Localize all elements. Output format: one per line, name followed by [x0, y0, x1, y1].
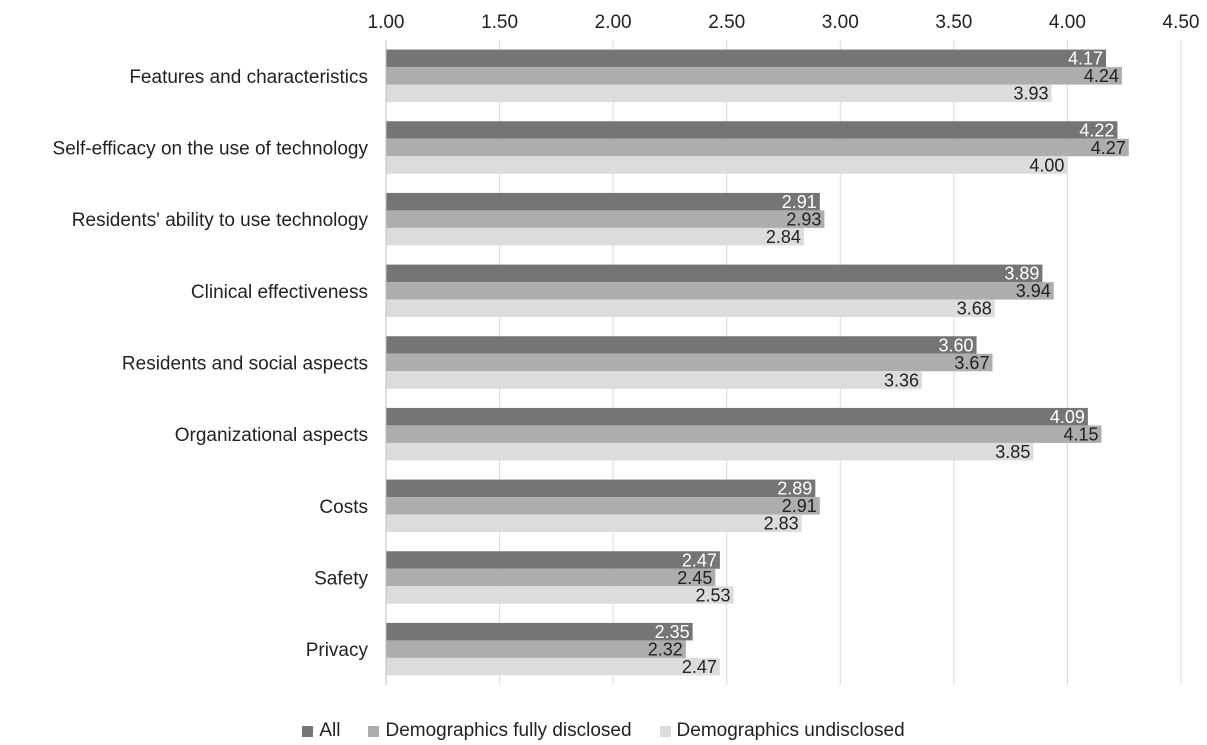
- x-tick-label: 2.00: [595, 12, 632, 33]
- data-label: 3.93: [1013, 84, 1048, 104]
- legend-item-fully-disclosed: Demographics fully disclosed: [368, 720, 632, 742]
- bar: [386, 622, 693, 641]
- legend: All Demographics fully disclosed Demogra…: [0, 720, 1207, 742]
- data-label: 3.67: [954, 353, 989, 373]
- data-label: 3.36: [884, 370, 919, 390]
- legend-label-undisclosed: Demographics undisclosed: [676, 720, 905, 741]
- category-labels: Features and characteristics Self-efficac…: [53, 67, 369, 661]
- bar: [386, 156, 1068, 174]
- category-label: Features and characteristics: [129, 67, 368, 88]
- bar: [386, 551, 720, 569]
- bar: [386, 138, 1129, 157]
- category-label: Self-efficacy on the use of technology: [53, 139, 369, 160]
- data-label: 4.09: [1050, 407, 1085, 427]
- category-label: Safety: [314, 569, 368, 590]
- bar: [386, 121, 1118, 139]
- data-label: 2.47: [682, 550, 717, 570]
- data-label: 4.27: [1091, 138, 1126, 158]
- data-label: 4.24: [1084, 66, 1119, 86]
- data-label: 3.89: [1004, 264, 1039, 284]
- data-label: 2.45: [677, 568, 712, 588]
- bar: [386, 640, 686, 658]
- data-label: 3.94: [1016, 281, 1051, 301]
- bar: [386, 282, 1054, 300]
- bar: [386, 49, 1107, 68]
- data-label: 2.35: [655, 622, 690, 642]
- data-label: 2.89: [777, 479, 812, 499]
- data-label: 2.32: [648, 639, 683, 659]
- category-label: Privacy: [306, 640, 369, 661]
- bar-chart: 1.00 1.50 2.00 2.50 3.00 3.50 4.00 4.50 4.174.2…: [53, 12, 1200, 685]
- legend-item-all: All: [302, 720, 340, 742]
- category-label: Organizational aspects: [175, 425, 368, 446]
- bar: [386, 586, 734, 604]
- bar: [386, 371, 923, 389]
- bar: [386, 192, 820, 211]
- legend-swatch-fully-disclosed: [368, 725, 380, 737]
- category-label: Residents' ability to use technology: [72, 210, 369, 231]
- legend-label-all: All: [319, 720, 341, 741]
- x-axis-ticks: 1.00 1.50 2.00 2.50 3.00 3.50 4.00 4.50: [368, 12, 1200, 33]
- data-label: 3.85: [995, 442, 1030, 462]
- bar: [386, 299, 995, 318]
- data-label: 2.47: [682, 657, 717, 677]
- bar: [386, 353, 993, 372]
- bar: [386, 568, 716, 587]
- bar: [386, 67, 1122, 85]
- bar: [386, 227, 804, 246]
- data-label: 2.83: [764, 514, 799, 534]
- bar: [386, 497, 820, 515]
- x-tick-label: 3.50: [935, 12, 972, 33]
- data-label: 4.17: [1068, 49, 1103, 69]
- category-label: Clinical effectiveness: [191, 282, 368, 303]
- bar: [386, 210, 825, 228]
- data-label: 3.68: [957, 299, 992, 319]
- x-tick-label: 3.00: [822, 12, 859, 33]
- bars: 4.174.243.934.224.274.002.912.932.843.89…: [386, 49, 1129, 677]
- bar: [386, 442, 1034, 461]
- bar: [386, 84, 1052, 103]
- x-tick-label: 2.50: [708, 12, 745, 33]
- legend-label-fully-disclosed: Demographics fully disclosed: [385, 720, 632, 741]
- data-label: 2.91: [782, 496, 817, 516]
- data-label: 2.53: [695, 585, 730, 605]
- data-label: 2.93: [786, 209, 821, 229]
- bar: [386, 336, 977, 354]
- bar: [386, 407, 1088, 426]
- legend-item-undisclosed: Demographics undisclosed: [659, 720, 905, 742]
- bar: [386, 264, 1043, 283]
- legend-swatch-all: [302, 725, 314, 737]
- category-label: Residents and social aspects: [122, 354, 368, 375]
- x-tick-label: 1.50: [481, 12, 518, 33]
- x-tick-label: 1.00: [368, 12, 405, 33]
- data-label: 4.00: [1029, 155, 1064, 175]
- data-label: 4.15: [1063, 424, 1098, 444]
- x-tick-label: 4.50: [1163, 12, 1200, 33]
- bar: [386, 657, 720, 676]
- data-label: 3.60: [939, 335, 974, 355]
- data-label: 2.84: [766, 227, 801, 247]
- data-label: 2.91: [782, 192, 817, 212]
- category-label: Costs: [319, 497, 368, 518]
- data-label: 4.22: [1079, 120, 1114, 140]
- x-tick-label: 4.00: [1049, 12, 1086, 33]
- bar: [386, 479, 816, 498]
- legend-swatch-undisclosed: [659, 725, 671, 737]
- bar: [386, 514, 802, 533]
- bar: [386, 425, 1102, 443]
